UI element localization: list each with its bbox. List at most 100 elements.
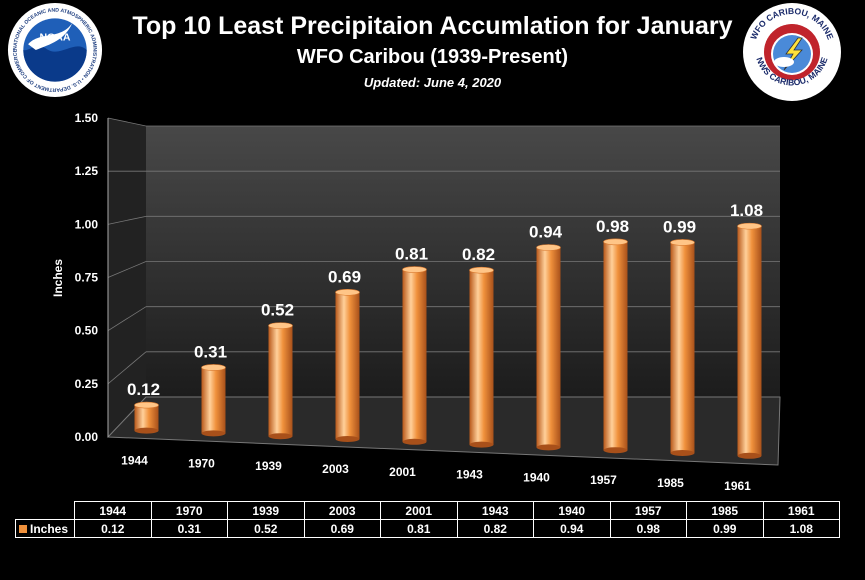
data-table-header-cell: 1944: [74, 501, 152, 520]
bar: [469, 266, 494, 448]
data-table-value-cell: 0.31: [150, 519, 228, 538]
chart-subtitle: WFO Caribou (1939-Present): [296, 46, 569, 68]
bar-base: [670, 450, 695, 457]
x-tick-label: 1985: [657, 476, 684, 490]
bar: [402, 266, 427, 445]
bar-body: [134, 405, 159, 431]
bar: [335, 288, 360, 443]
data-table-value-cell: 0.81: [380, 519, 458, 538]
data-table-value-cell: 0.82: [456, 519, 534, 538]
bar-top: [737, 222, 762, 230]
data-label: 0.69: [328, 267, 361, 286]
y-axis-label: Inches: [51, 259, 65, 297]
bar-top: [335, 288, 360, 296]
data-table-series-label: Inches: [15, 519, 75, 538]
bar-body: [201, 367, 226, 434]
data-label: 0.82: [462, 245, 495, 264]
data-label: 0.99: [663, 217, 696, 236]
bar-base: [737, 452, 762, 459]
bar-body: [268, 325, 293, 437]
bar-base: [268, 433, 293, 440]
legend-swatch: [19, 524, 27, 533]
bar-base: [536, 444, 561, 451]
bar-top: [536, 244, 561, 251]
bar-base: [335, 436, 360, 443]
data-label: 0.81: [395, 245, 428, 264]
gridline-side: [107, 306, 147, 332]
data-table-header-cell: 1985: [686, 501, 764, 520]
chart-title: Top 10 Least Precipitaion Accumlation fo…: [132, 12, 733, 40]
data-label: 1.08: [730, 201, 763, 220]
bar-top: [670, 239, 695, 246]
data-table-header-cell: 1957: [609, 501, 687, 520]
x-tick-label: 1939: [255, 459, 282, 473]
data-table-header-cell: 1940: [533, 501, 611, 520]
x-tick-label: 1957: [590, 473, 617, 487]
x-tick-label: 1970: [188, 456, 215, 470]
gridline-side: [107, 261, 147, 278]
bar-body: [402, 269, 427, 442]
bar: [737, 222, 762, 459]
nws-logo: WFO CARIBOU, MAINE NATIONAL WEATHER SERV…: [742, 2, 841, 101]
data-table: 1944 1970 1939 2003 2001 1943 1940 1957 1985 1961…: [15, 501, 840, 538]
y-tick-label: 1.25: [75, 164, 99, 178]
data-table-header-row: 1944 1970 1939 2003 2001 1943 1940 1957 1985 1961: [16, 501, 840, 520]
bar: [670, 239, 695, 457]
bar: [536, 244, 561, 451]
bar-body: [469, 270, 494, 445]
bar-top: [268, 322, 293, 329]
x-tick-label: 2001: [389, 465, 416, 479]
bar-chart: 0.00 0.25 0.50 0.75 1.00 1.25 1.50 0.12 0.31 0.5…: [51, 111, 781, 493]
data-table-values-row: Inches 0.12 0.31 0.52 0.69 0.81 0.82 0.94 0.98 0…: [15, 519, 840, 538]
data-table-value-cell: 0.12: [74, 519, 152, 538]
data-table-corner: [16, 502, 75, 520]
data-table-value-cell: 0.98: [609, 519, 687, 538]
data-label: 0.12: [127, 380, 160, 399]
data-table-header-cell: 1943: [456, 501, 534, 520]
bar-top: [134, 401, 159, 409]
y-tick-label: 1.50: [75, 111, 99, 125]
data-table-value-cell: 0.99: [686, 519, 764, 538]
data-label: 0.94: [529, 223, 563, 242]
y-tick-label: 0.75: [75, 271, 99, 285]
bar-body: [536, 247, 561, 448]
data-table-value-cell: 1.08: [762, 519, 840, 538]
bar-top: [603, 238, 628, 246]
bar-base: [469, 441, 494, 448]
x-tick-label: 1961: [724, 479, 751, 493]
bar-top: [402, 266, 427, 273]
data-table-value-cell: 0.94: [533, 519, 611, 538]
data-table-value-cell: 0.69: [303, 519, 381, 538]
side-wall: [108, 118, 146, 437]
bar-body: [603, 241, 628, 451]
data-table-header-cell: 1970: [150, 501, 228, 520]
data-label: 0.98: [596, 217, 629, 236]
data-table-header-cell: 1961: [762, 501, 840, 520]
bar-base: [134, 427, 159, 434]
gridline-side: [107, 215, 147, 225]
bar: [603, 238, 628, 454]
x-tick-label: 1944: [121, 454, 148, 468]
bar-top: [469, 266, 494, 274]
gridline-side: [107, 117, 147, 127]
data-table-value-cell: 0.52: [227, 519, 305, 538]
y-tick-label: 0.50: [75, 324, 99, 338]
y-tick-label: 1.00: [75, 217, 99, 231]
data-table-header-cell: 2003: [303, 501, 381, 520]
bar-body: [335, 292, 360, 440]
updated-date: Updated: June 4, 2020: [363, 75, 502, 90]
x-tick-label: 1943: [456, 468, 483, 482]
bar-base: [201, 430, 226, 437]
bar-top: [201, 364, 226, 371]
bar: [201, 364, 226, 437]
data-table-header-cell: 1939: [227, 501, 305, 520]
y-tick-label: 0.00: [75, 430, 99, 444]
bar: [134, 401, 159, 434]
svg-text:NOAA: NOAA: [39, 31, 70, 43]
bar-body: [670, 242, 695, 454]
data-label: 0.52: [261, 301, 294, 320]
x-tick-label: 1940: [523, 470, 550, 484]
y-tick-label: 0.25: [75, 377, 99, 391]
gridline-side: [107, 351, 147, 385]
bar-base: [603, 447, 628, 454]
